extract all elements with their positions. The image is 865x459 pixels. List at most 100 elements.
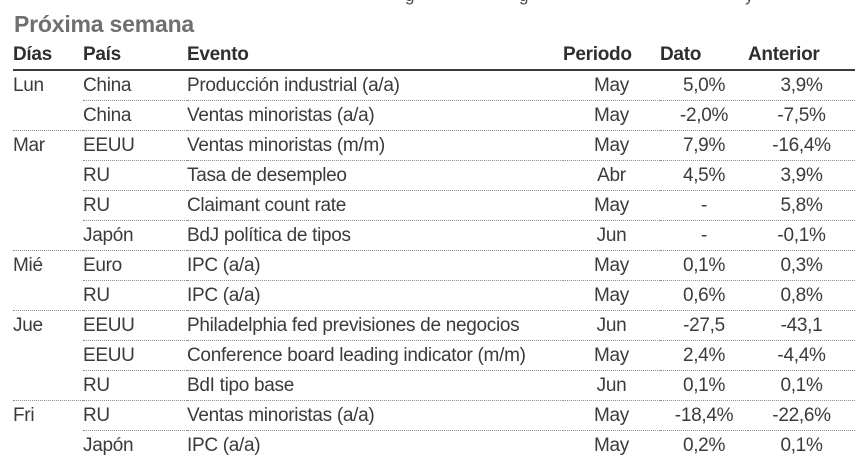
cell-period: May — [563, 400, 660, 431]
cell-period: Jun — [563, 310, 660, 341]
table-row: China Ventas minoristas (a/a) May -2,0% … — [13, 100, 855, 131]
cropped-glyph: g — [405, 0, 414, 4]
table-row: Japón BdJ política de tipos Jun - -0,1% — [13, 220, 855, 251]
table-row: RU BdI tipo base Jun 0,1% 0,1% — [13, 370, 855, 401]
cell-value: 7,9% — [660, 130, 748, 161]
table-row: RU Claimant count rate May - 5,8% — [13, 190, 855, 221]
table-row: Fri RU Ventas minoristas (a/a) May -18,4… — [13, 400, 855, 431]
cell-period: May — [563, 130, 660, 161]
col-header-dias: Días — [13, 44, 83, 71]
cell-event: Conference board leading indicator (m/m) — [187, 340, 563, 371]
cell-country: RU — [83, 280, 187, 311]
cell-period: May — [563, 430, 660, 459]
col-header-evento: Evento — [187, 44, 563, 71]
cell-day — [13, 431, 83, 459]
cell-event: IPC (a/a) — [187, 430, 563, 459]
cell-country: EEUU — [83, 310, 187, 341]
cell-country: EEUU — [83, 130, 187, 161]
cell-country: RU — [83, 400, 187, 431]
col-header-dato: Dato — [660, 44, 748, 71]
cell-prior: 0,1% — [748, 370, 855, 401]
cell-day: Mar — [13, 130, 83, 161]
cell-country: RU — [83, 190, 187, 221]
cropped-glyph: g — [519, 0, 528, 4]
cell-value: 0,1% — [660, 250, 748, 281]
cell-day — [13, 371, 83, 401]
cropped-glyph: ’ — [278, 0, 282, 4]
cell-event: Ventas minoristas (a/a) — [187, 400, 563, 431]
cell-prior: 0,8% — [748, 280, 855, 311]
cell-day — [13, 161, 83, 191]
cell-prior: -43,1 — [748, 310, 855, 341]
cell-day — [13, 221, 83, 251]
cell-period: May — [563, 340, 660, 371]
cell-day: Lun — [13, 74, 44, 96]
cell-period: Abr — [563, 160, 660, 191]
cell-country: Japón — [83, 430, 187, 459]
cell-event: Claimant count rate — [187, 190, 563, 221]
cell-period: Jun — [563, 220, 660, 251]
table-row: Lun China Producción industrial (a/a) Ma… — [13, 70, 855, 101]
cell-prior: 0,3% — [748, 250, 855, 281]
table-row: Jue EEUU Philadelphia fed previsiones de… — [13, 310, 855, 341]
cell-country: Euro — [83, 250, 187, 281]
cell-value: 2,4% — [660, 340, 748, 371]
cell-value: 0,2% — [660, 430, 748, 459]
cell-event: BdI tipo base — [187, 370, 563, 401]
cell-event: BdJ política de tipos — [187, 220, 563, 251]
cell-period: Jun — [563, 370, 660, 401]
cell-day: Fri — [13, 400, 83, 431]
cell-country: Japón — [83, 220, 187, 251]
cell-day — [13, 191, 83, 221]
col-header-pais: País — [83, 44, 187, 71]
cell-prior: 0,1% — [748, 430, 855, 459]
cell-prior: -16,4% — [748, 130, 855, 161]
cell-prior: -22,6% — [748, 400, 855, 431]
table-row: Mar EEUU Ventas minoristas (m/m) May 7,9… — [13, 130, 855, 161]
cropped-text-fragments: ’ g g y — [0, 0, 865, 8]
cell-event: Ventas minoristas (m/m) — [187, 130, 563, 161]
cell-event: Ventas minoristas (a/a) — [187, 100, 563, 131]
cell-country: RU — [83, 160, 187, 191]
col-header-anterior: Anterior — [748, 44, 855, 71]
cell-prior: -0,1% — [748, 220, 855, 251]
page-title: Próxima semana — [14, 11, 195, 37]
cell-day: Jue — [13, 310, 83, 341]
cell-period: May — [563, 250, 660, 281]
table-row: Mié Euro IPC (a/a) May 0,1% 0,3% — [13, 250, 855, 281]
cell-period: May — [563, 280, 660, 311]
cell-value: -18,4% — [660, 400, 748, 431]
table-row: RU Tasa de desempleo Abr 4,5% 3,9% — [13, 160, 855, 191]
cell-value: -2,0% — [660, 100, 748, 131]
cell-day — [13, 341, 83, 371]
cell-country: China — [83, 74, 132, 96]
table-row: Japón IPC (a/a) May 0,2% 0,1% — [13, 430, 855, 459]
cell-event: IPC (a/a) — [187, 250, 563, 281]
cell-value: 0,1% — [660, 370, 748, 401]
cropped-glyph: y — [745, 0, 754, 4]
cell-period: May — [563, 190, 660, 221]
cell-prior: -7,5% — [748, 100, 855, 131]
cell-day — [13, 101, 83, 131]
cell-value: - — [660, 220, 748, 251]
cell-prior: 5,8% — [748, 190, 855, 221]
cell-event: Producción industrial (a/a) — [187, 74, 400, 96]
cell-value: 5,0% — [682, 74, 726, 96]
cell-event: Tasa de desempleo — [187, 160, 563, 191]
cell-value: 0,6% — [660, 280, 748, 311]
cell-period: May — [594, 74, 629, 96]
economic-calendar-table: Días País Evento Periodo Dato Anterior L… — [13, 44, 855, 459]
col-header-periodo: Periodo — [563, 44, 660, 71]
cell-country: China — [83, 100, 187, 131]
cell-prior: 3,9% — [748, 160, 855, 191]
cell-day — [13, 281, 83, 311]
table-row: EEUU Conference board leading indicator … — [13, 340, 855, 371]
cell-day: Mié — [13, 250, 83, 281]
cell-event: Philadelphia fed previsiones de negocios — [187, 310, 563, 341]
cell-country: RU — [83, 370, 187, 401]
cell-prior: 3,9% — [780, 74, 823, 96]
table-header-row: Días País Evento Periodo Dato Anterior — [13, 44, 855, 71]
cell-value: 4,5% — [660, 160, 748, 191]
table-row: RU IPC (a/a) May 0,6% 0,8% — [13, 280, 855, 311]
